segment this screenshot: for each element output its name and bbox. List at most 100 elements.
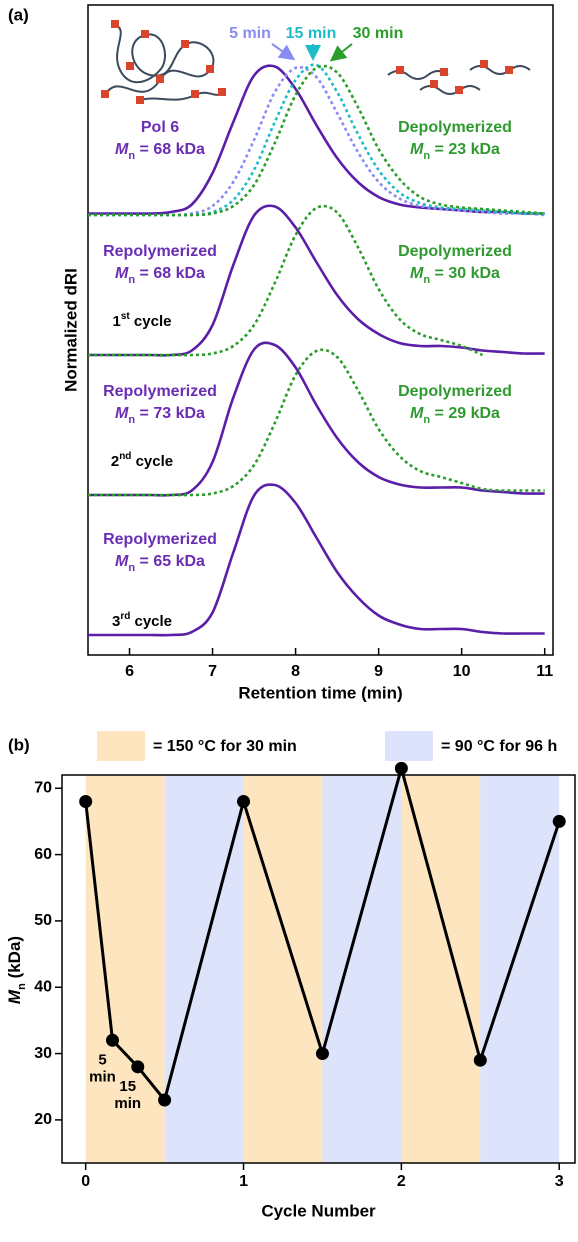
annotation: Mn = 68 kDa bbox=[115, 141, 205, 162]
x-tick-label: 3 bbox=[555, 1173, 564, 1190]
panel-label: (b) bbox=[8, 735, 30, 754]
text-run: 2 bbox=[111, 453, 119, 470]
text-run: M bbox=[115, 265, 129, 282]
panel-label: (a) bbox=[8, 5, 29, 24]
annotation: Depolymerized bbox=[398, 243, 512, 260]
text-run: M bbox=[115, 553, 129, 570]
text-run: M bbox=[410, 141, 424, 158]
legend-swatch bbox=[97, 731, 145, 761]
text-run: = 65 kDa bbox=[135, 553, 205, 570]
panel-b-frame bbox=[61, 774, 576, 1164]
cycle-label: 1st cycle bbox=[113, 311, 172, 330]
y-axis-title: Normalized dRI bbox=[61, 268, 80, 392]
polymer-cartoon bbox=[101, 20, 226, 104]
text-run: = 29 kDa bbox=[430, 405, 500, 422]
y-tick-label: 20 bbox=[34, 1111, 52, 1128]
text-run: (kDa) bbox=[5, 936, 24, 983]
text-run: M bbox=[410, 265, 424, 282]
text-run: n bbox=[423, 150, 430, 162]
text-run: st bbox=[121, 311, 131, 322]
text-run: 3 bbox=[112, 613, 120, 630]
band bbox=[401, 775, 481, 1163]
trace bbox=[88, 204, 483, 357]
text-run: M bbox=[115, 405, 129, 422]
annotation: Mn = 65 kDa bbox=[115, 553, 205, 574]
cycle-label: 2nd cycle bbox=[111, 451, 173, 470]
y-tick-label: 50 bbox=[34, 912, 52, 929]
text-run: Depolymerized bbox=[398, 119, 512, 136]
x-axis-title: Cycle Number bbox=[261, 1201, 376, 1220]
text-run: 1 bbox=[113, 313, 121, 330]
y-tick-label: 60 bbox=[34, 846, 52, 863]
arrow bbox=[329, 43, 353, 62]
data-point bbox=[237, 795, 251, 809]
text-run: nd bbox=[119, 451, 131, 462]
band bbox=[322, 775, 402, 1163]
text-run: Repolymerized bbox=[103, 243, 217, 260]
data-point bbox=[473, 1053, 487, 1067]
trace bbox=[88, 348, 545, 497]
text-run: = 23 kDa bbox=[430, 141, 500, 158]
y-tick-label: 30 bbox=[34, 1045, 52, 1062]
text-run: n bbox=[423, 414, 430, 426]
annotation: Mn = 30 kDa bbox=[410, 265, 500, 286]
data-point bbox=[131, 1060, 145, 1074]
legend-label: = 150 °C for 30 min bbox=[153, 738, 297, 755]
text-run: Repolymerized bbox=[103, 531, 217, 548]
legend-label: = 90 °C for 96 h bbox=[441, 738, 557, 755]
band bbox=[243, 775, 323, 1163]
text-run: = 68 kDa bbox=[135, 265, 205, 282]
band bbox=[480, 775, 560, 1163]
point-label: min bbox=[89, 1068, 116, 1085]
data-point bbox=[315, 1047, 329, 1061]
text-run: n bbox=[128, 414, 135, 426]
text-run: cycle bbox=[130, 313, 172, 330]
cycle-label: 3rd cycle bbox=[112, 611, 172, 630]
data-point bbox=[158, 1093, 172, 1107]
text-run: M bbox=[5, 989, 24, 1004]
annotation: Repolymerized bbox=[103, 383, 217, 400]
annotation: Repolymerized bbox=[103, 243, 217, 260]
point-label: 5 bbox=[98, 1051, 106, 1068]
text-run: Repolymerized bbox=[103, 383, 217, 400]
y-axis-title: Mn (kDa) bbox=[5, 936, 27, 1004]
trace bbox=[88, 204, 545, 357]
x-tick-label: 11 bbox=[536, 663, 553, 680]
text-run: M bbox=[410, 405, 424, 422]
text-run: n bbox=[128, 150, 135, 162]
x-tick-label: 7 bbox=[208, 663, 217, 680]
trace-label: 15 min bbox=[286, 25, 337, 42]
band bbox=[164, 775, 244, 1163]
trace bbox=[88, 341, 545, 497]
annotation: Mn = 23 kDa bbox=[410, 141, 500, 162]
x-tick-label: 8 bbox=[291, 663, 300, 680]
annotation: Mn = 73 kDa bbox=[115, 405, 205, 426]
data-point bbox=[552, 814, 566, 828]
annotation: Repolymerized bbox=[103, 531, 217, 548]
text-run: n bbox=[16, 983, 28, 990]
text-run: rd bbox=[120, 611, 130, 622]
text-run: cycle bbox=[130, 613, 172, 630]
trace-label: 30 min bbox=[353, 25, 404, 42]
x-tick-label: 10 bbox=[453, 663, 471, 680]
text-run: = 30 kDa bbox=[430, 265, 500, 282]
trace bbox=[88, 65, 545, 217]
x-tick-label: 0 bbox=[81, 1173, 90, 1190]
text-run: n bbox=[128, 562, 135, 574]
text-run: cycle bbox=[131, 453, 173, 470]
annotation: Depolymerized bbox=[398, 383, 512, 400]
legend-swatch bbox=[385, 731, 433, 761]
text-run: n bbox=[423, 274, 430, 286]
fragment-cartoon bbox=[387, 60, 531, 95]
x-tick-label: 1 bbox=[239, 1173, 248, 1190]
text-run: = 73 kDa bbox=[135, 405, 205, 422]
text-run: M bbox=[115, 141, 129, 158]
text-run: Pol 6 bbox=[141, 119, 179, 136]
x-tick-label: 2 bbox=[397, 1173, 406, 1190]
text-run: Depolymerized bbox=[398, 243, 512, 260]
point-label: 15 bbox=[119, 1078, 136, 1095]
text-run: Depolymerized bbox=[398, 383, 512, 400]
trace bbox=[88, 483, 545, 637]
